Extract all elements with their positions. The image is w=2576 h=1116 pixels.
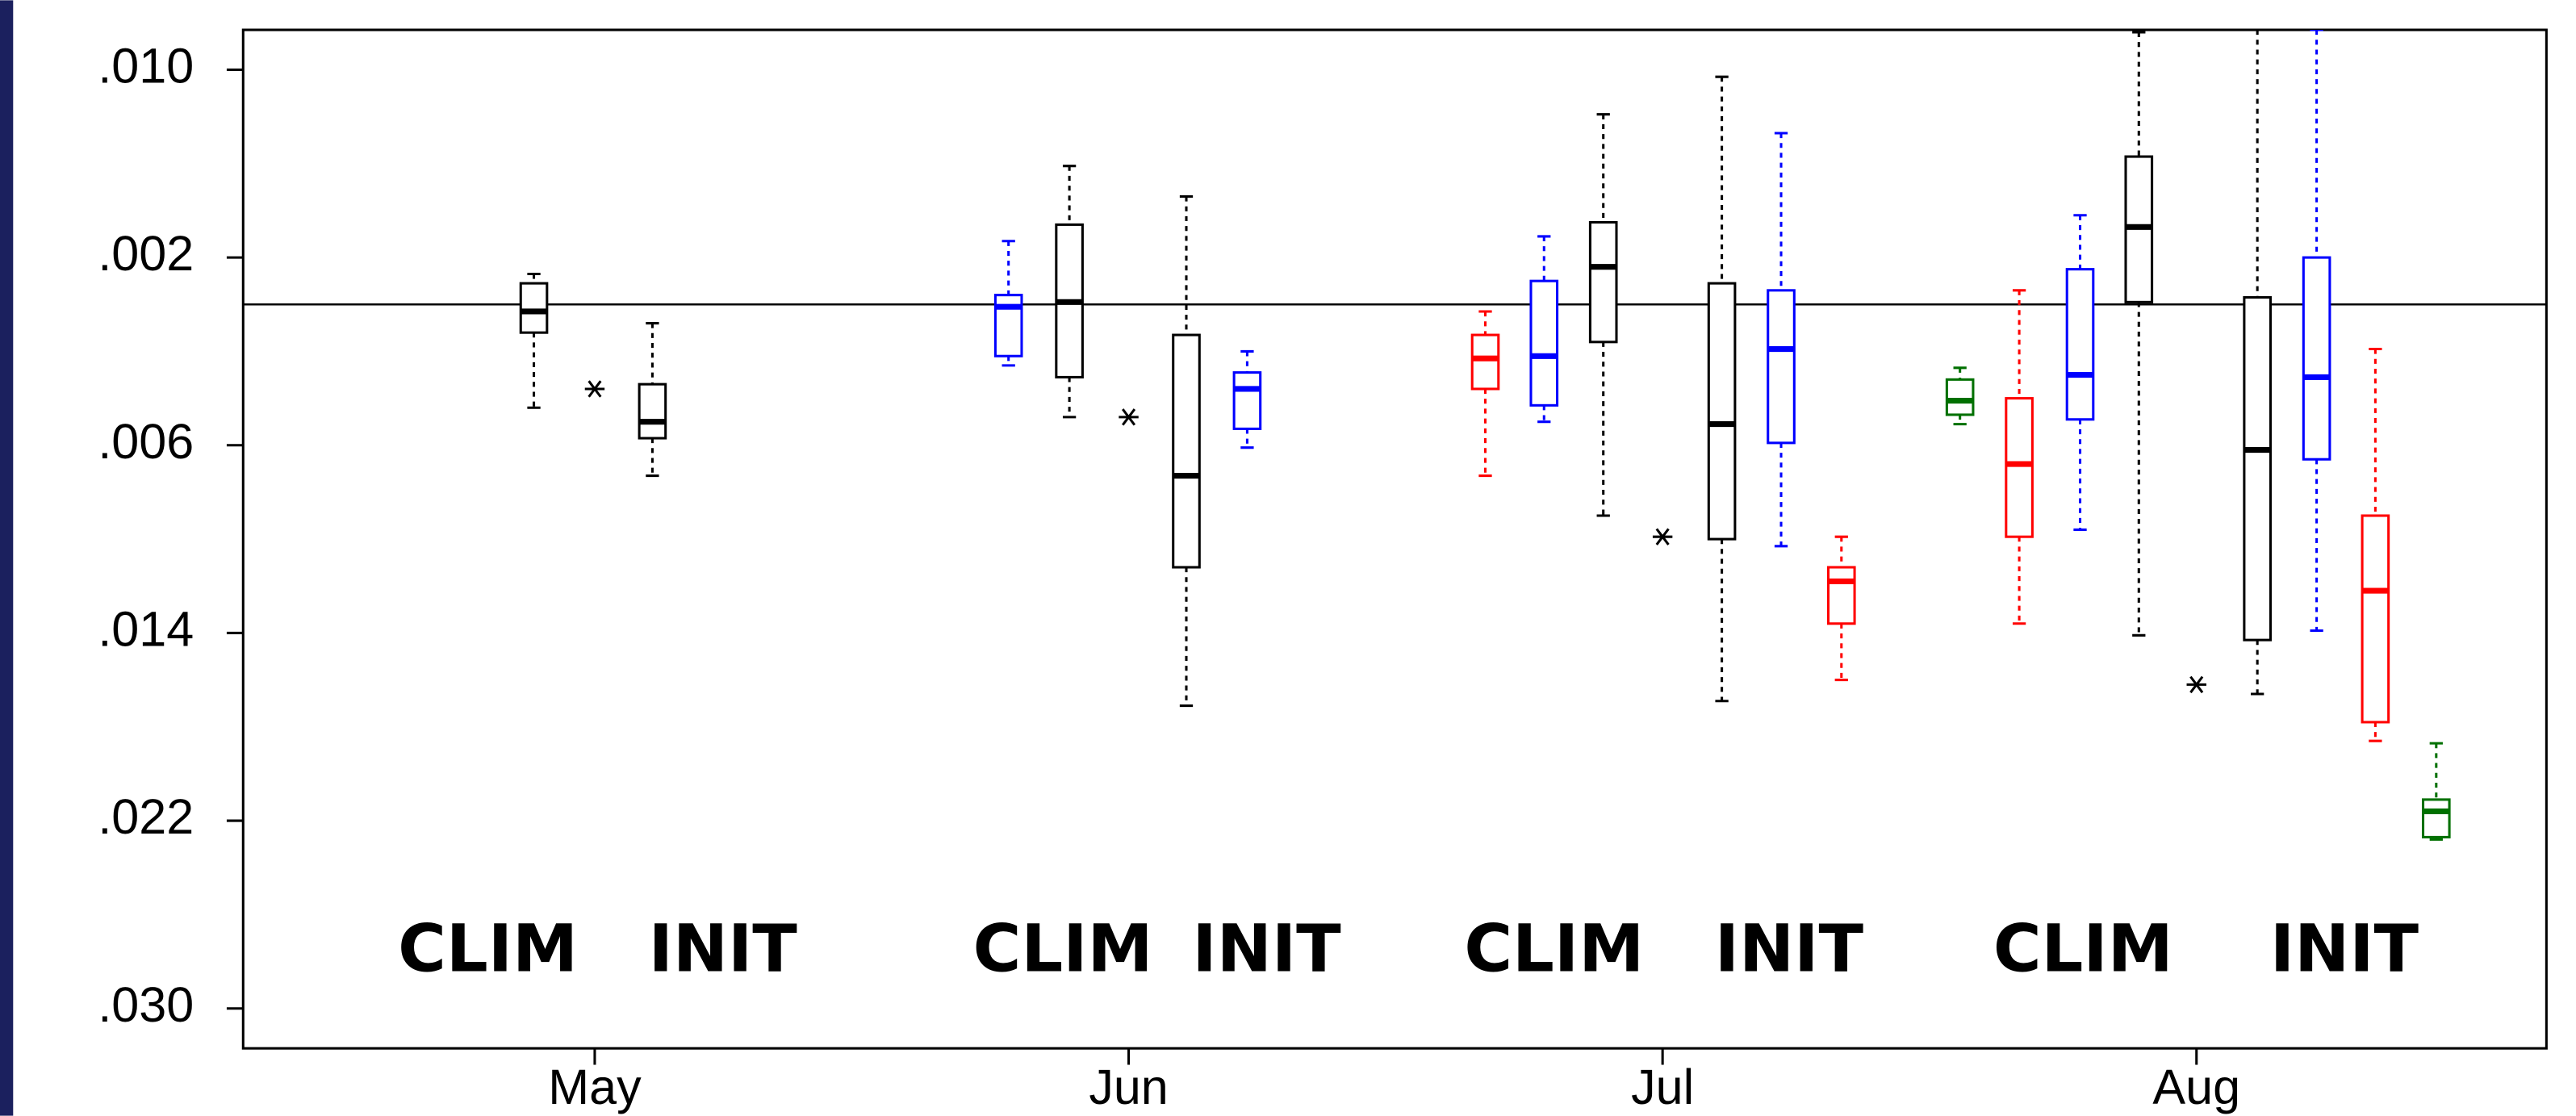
box-group bbox=[1055, 165, 1084, 419]
box bbox=[1945, 378, 1975, 416]
box-group bbox=[2065, 214, 2095, 531]
box-group bbox=[1232, 349, 1262, 449]
box bbox=[2302, 256, 2331, 461]
outlier bbox=[584, 380, 605, 398]
x-tick-label: May bbox=[548, 1060, 642, 1114]
box bbox=[2421, 798, 2451, 838]
annotation: CLIM bbox=[973, 911, 1153, 988]
box-group bbox=[2361, 348, 2390, 742]
box-group bbox=[993, 240, 1023, 367]
x-tick-label: Jun bbox=[1089, 1060, 1168, 1114]
box bbox=[1588, 220, 1618, 344]
y-tick-label: .002 bbox=[98, 226, 194, 281]
box-group bbox=[1588, 113, 1618, 517]
y-tick-label: .022 bbox=[98, 789, 194, 844]
box bbox=[1172, 333, 1201, 569]
outlier-stroke bbox=[1655, 528, 1670, 545]
box-group bbox=[1826, 535, 1856, 682]
annotation: INIT bbox=[1192, 911, 1341, 988]
box-group bbox=[2421, 742, 2451, 841]
box-group bbox=[1945, 366, 1975, 426]
annotation: CLIM bbox=[1464, 911, 1644, 988]
outlier bbox=[1119, 408, 1139, 426]
outlier bbox=[1652, 528, 1673, 545]
outlier-stroke bbox=[2189, 675, 2204, 694]
box-group bbox=[1707, 75, 1737, 703]
box-group bbox=[1767, 132, 1796, 548]
y-tick-label: .030 bbox=[98, 977, 194, 1032]
box bbox=[1707, 282, 1737, 541]
box bbox=[1232, 371, 1262, 430]
plot-frame bbox=[241, 28, 2548, 1050]
box bbox=[2361, 514, 2390, 724]
box-group bbox=[2124, 31, 2154, 637]
annotation: INIT bbox=[649, 911, 798, 988]
side-bar bbox=[0, 0, 14, 1116]
x-tick-label: Jul bbox=[1631, 1060, 1694, 1114]
outlier bbox=[2186, 675, 2206, 694]
box bbox=[1767, 289, 1796, 445]
outlier-stroke bbox=[588, 380, 602, 398]
box-group bbox=[2243, 30, 2272, 696]
box bbox=[2005, 397, 2034, 538]
box-group bbox=[1529, 235, 1559, 424]
box bbox=[519, 282, 549, 334]
annotation: CLIM bbox=[398, 911, 578, 988]
annotation: CLIM bbox=[1993, 911, 2173, 988]
box-group bbox=[1470, 310, 1500, 478]
box bbox=[2243, 296, 2272, 642]
y-tick-label: .006 bbox=[98, 414, 194, 469]
box bbox=[1470, 333, 1500, 391]
box-group bbox=[638, 322, 667, 478]
box bbox=[1826, 566, 1856, 625]
box bbox=[638, 382, 667, 440]
box-group bbox=[519, 272, 549, 409]
x-tick-label: Aug bbox=[2152, 1060, 2240, 1114]
outlier-stroke bbox=[1121, 408, 1136, 426]
box-group bbox=[1172, 194, 1201, 708]
y-tick-label: .014 bbox=[98, 602, 194, 657]
y-tick-label: .010 bbox=[98, 39, 194, 94]
annotation: INIT bbox=[1715, 911, 1864, 988]
box-group bbox=[2302, 30, 2331, 633]
box bbox=[2065, 268, 2095, 421]
box-group bbox=[2005, 289, 2034, 625]
box bbox=[1529, 279, 1559, 407]
annotation: INIT bbox=[2270, 911, 2419, 988]
